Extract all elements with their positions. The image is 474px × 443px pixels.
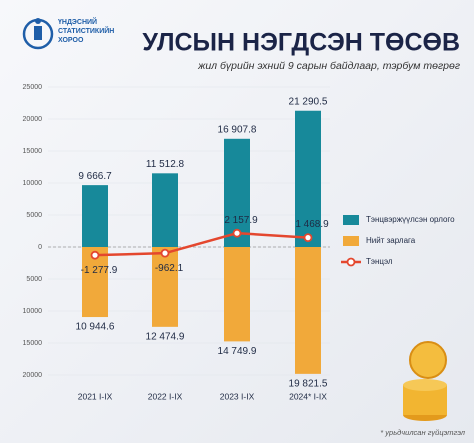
x-tick-label: 2021 I-IX bbox=[78, 391, 113, 401]
bar bbox=[152, 173, 178, 247]
y-tick-label: 20000 bbox=[23, 372, 43, 379]
y-tick-label: 15000 bbox=[23, 340, 43, 347]
line-marker bbox=[303, 233, 313, 242]
y-tick-label: 10000 bbox=[23, 308, 43, 315]
y-tick-label: 15000 bbox=[23, 148, 43, 155]
legend-label: Тэнцэл bbox=[366, 257, 393, 266]
line-marker bbox=[90, 250, 100, 260]
data-label: 12 474.9 bbox=[146, 331, 185, 342]
data-label: 2 157.9 bbox=[224, 215, 258, 226]
chart-title: УЛСЫН НЭГДСЭН ТӨСӨВ bbox=[142, 29, 460, 57]
bar bbox=[152, 247, 178, 327]
footnote: * урьдчилсан гүйцэтгэл bbox=[380, 428, 465, 437]
bar bbox=[224, 247, 250, 342]
x-tick-label: 2023 I-IX bbox=[220, 391, 255, 401]
data-label: 16 907.8 bbox=[218, 124, 257, 135]
data-label: 11 512.8 bbox=[146, 159, 185, 170]
y-tick-label: 0 bbox=[38, 244, 42, 251]
chart-subtitle: жил бүрийн эхний 9 сарын байдлаар, тэрбу… bbox=[197, 60, 460, 72]
y-tick-label: 10000 bbox=[23, 180, 43, 187]
logo bbox=[22, 18, 54, 50]
org-name: ХОРОО bbox=[58, 37, 84, 44]
org-name: ҮНДЭСНИЙ bbox=[58, 17, 97, 26]
data-label: -1 277.9 bbox=[81, 265, 118, 276]
data-label: -962.1 bbox=[155, 263, 184, 274]
y-tick-label: 5000 bbox=[26, 212, 42, 219]
bar bbox=[295, 247, 321, 374]
legend-swatch bbox=[343, 236, 359, 246]
legend-swatch bbox=[346, 257, 356, 267]
data-label: 19 821.5 bbox=[289, 378, 328, 389]
coins bbox=[403, 341, 447, 421]
y-tick-label: 20000 bbox=[23, 116, 43, 123]
y-tick-label: 5000 bbox=[26, 276, 42, 283]
legend-label: Нийт зарлага bbox=[366, 236, 416, 245]
bar bbox=[82, 185, 108, 247]
bar bbox=[295, 110, 321, 247]
y-tick-label: 25000 bbox=[23, 84, 43, 91]
data-label: 9 666.7 bbox=[78, 171, 112, 182]
legend-swatch bbox=[343, 215, 359, 225]
x-tick-label: 2024* I-IX bbox=[289, 391, 327, 401]
x-tick-label: 2022 I-IX bbox=[148, 391, 183, 401]
data-label: 21 290.5 bbox=[289, 96, 328, 107]
line-marker bbox=[232, 228, 242, 238]
org-name: СТАТИСТИКИЙН bbox=[58, 26, 114, 35]
line bbox=[94, 231, 309, 257]
data-label: 14 749.9 bbox=[218, 346, 257, 357]
data-label: 1 468.9 bbox=[295, 219, 329, 230]
line-marker bbox=[160, 248, 170, 258]
data-label: 10 944.6 bbox=[76, 322, 115, 333]
legend-label: Тэнцвэржүүлсэн орлого bbox=[366, 215, 455, 224]
